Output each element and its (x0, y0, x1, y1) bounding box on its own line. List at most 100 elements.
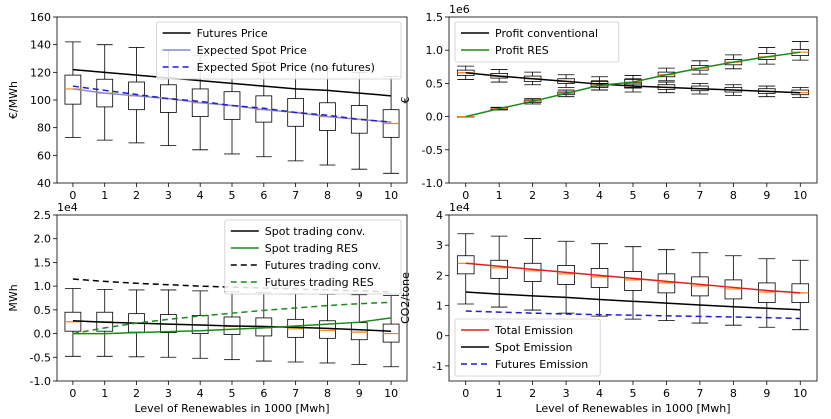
boxplot-10 (791, 259, 810, 331)
x-tick-label: 4 (596, 189, 603, 202)
box-iqr (456, 255, 475, 275)
y-tick-label: -1 (432, 360, 443, 373)
y-tick-label: 2.5 (34, 209, 52, 222)
boxplot-0 (64, 288, 82, 357)
series-line-4 (72, 301, 392, 335)
x-tick-label: 8 (730, 387, 737, 400)
x-tick-label: 4 (197, 387, 204, 400)
y-tick-label: 120 (30, 66, 51, 79)
x-tick-label: 6 (260, 387, 267, 400)
x-tick-label: 1 (496, 387, 503, 400)
x-tick-label: 10 (793, 387, 807, 400)
axis-exponent-label: 1e4 (449, 201, 470, 214)
x-tick-label: 2 (529, 189, 536, 202)
legend-frame (224, 219, 402, 295)
axis-exponent-label: 1e6 (449, 3, 470, 16)
legend-label-2: Spot trading RES (265, 242, 358, 255)
y-axis-label: MWh (7, 284, 20, 311)
x-tick-label: 5 (630, 189, 637, 202)
legend: Spot trading conv. Spot trading RES Future… (224, 219, 402, 295)
x-tick-label: 6 (663, 189, 670, 202)
x-tick-label: 7 (292, 387, 299, 400)
chart-panel-1: 40 60 80 100 120 140 160 0 1 2 3 4 5 6 7 8 9 10 €/MWh Futur… (7, 11, 408, 202)
x-tick-label: 3 (165, 387, 172, 400)
series-line-3 (465, 310, 801, 320)
boxplot-res-2 (523, 98, 542, 105)
axes-frame (448, 16, 818, 184)
x-tick-label: 4 (596, 387, 603, 400)
x-tick-label: 5 (229, 387, 236, 400)
x-tick-label: 4 (197, 189, 204, 202)
x-tick-label: 1 (496, 189, 503, 202)
chart-panel-3: -1.0 -0.5 0.0 0.5 1.0 1.5 2.0 2.5 0 1 2 3 4 5 6 7 8 9 10 1e… (7, 201, 408, 415)
y-axis-label: €/MWh (7, 81, 20, 119)
y-tick-label: 60 (37, 149, 51, 162)
x-tick-label: 0 (462, 387, 469, 400)
legend-label-1: Spot trading conv. (265, 225, 365, 238)
x-tick-label: 3 (165, 189, 172, 202)
y-tick-label: 80 (37, 122, 51, 135)
boxplot-10 (382, 295, 400, 368)
y-tick-label: -0.5 (422, 144, 443, 157)
boxplot-8 (724, 255, 743, 326)
series-line-1 (72, 68, 392, 97)
boxplot-5 (624, 246, 642, 320)
boxplot-res-0 (456, 115, 475, 118)
axes-frame (448, 214, 818, 382)
legend-label-1: Total Emission (494, 324, 573, 337)
legend-label-2: Profit RES (495, 44, 549, 57)
x-tick-label: 0 (462, 189, 469, 202)
x-axis-label: Level of Renewables in 1000 [Mwh] (535, 402, 730, 415)
x-tick-label: 6 (663, 387, 670, 400)
legend-label-1: Futures Price (197, 27, 268, 40)
y-axis-label: CO2/tone (399, 272, 412, 324)
boxplot-7 (691, 252, 709, 324)
series-line-2 (465, 291, 801, 311)
x-tick-label: 6 (260, 189, 267, 202)
y-tick-label: 4 (436, 209, 443, 222)
y-tick-label: 0 (436, 330, 443, 343)
legend-label-1: Profit conventional (495, 27, 598, 40)
x-tick-label: 5 (630, 387, 637, 400)
x-tick-label: 8 (324, 189, 331, 202)
y-tick-label: 0.0 (426, 111, 444, 124)
series-line-1 (465, 262, 801, 294)
x-tick-label: 9 (763, 189, 770, 202)
boxplot-9 (350, 294, 368, 365)
box-iqr (319, 320, 336, 339)
y-tick-label: 1.0 (426, 44, 444, 57)
axis-exponent-label: 1e4 (57, 201, 78, 214)
legend-label-4: Futures trading RES (265, 276, 374, 289)
boxplot-res-10 (791, 41, 810, 61)
chart-panel-2: -1.0 -0.5 0.0 0.5 1.0 1.5 0 1 2 3 4 5 6 7 8 9 10 1e6 € Prof… (399, 3, 818, 202)
series-line-2 (72, 317, 392, 335)
series-line-1 (465, 72, 801, 94)
y-tick-label: 1.5 (34, 256, 52, 269)
boxplot-3 (557, 240, 575, 314)
y-tick-label: -1.0 (30, 375, 51, 388)
boxplot-res-8 (724, 54, 743, 70)
x-tick-label: 9 (356, 189, 363, 202)
x-tick-label: 9 (356, 387, 363, 400)
x-tick-label: 0 (69, 387, 76, 400)
boxplot-0 (64, 41, 82, 138)
x-tick-label: 7 (696, 189, 703, 202)
axes-frame (56, 16, 408, 184)
legend-label-2: Expected Spot Price (197, 44, 307, 57)
box-iqr (557, 265, 575, 285)
legend-frame (454, 21, 620, 63)
y-tick-label: 40 (37, 177, 51, 190)
box-iqr (523, 262, 542, 282)
legend-label-3: Futures Emission (495, 358, 588, 371)
x-tick-label: 0 (69, 189, 76, 202)
y-tick-label: 160 (30, 11, 51, 24)
x-tick-label: 10 (793, 189, 807, 202)
x-tick-label: 7 (292, 189, 299, 202)
boxplot-9 (758, 258, 776, 328)
x-tick-label: 8 (730, 189, 737, 202)
y-axis-label: € (399, 97, 412, 104)
legend: Profit conventional Profit RES (454, 21, 620, 63)
y-tick-label: -0.5 (30, 351, 51, 364)
y-tick-label: 140 (30, 39, 51, 52)
series-line-3 (72, 85, 392, 123)
